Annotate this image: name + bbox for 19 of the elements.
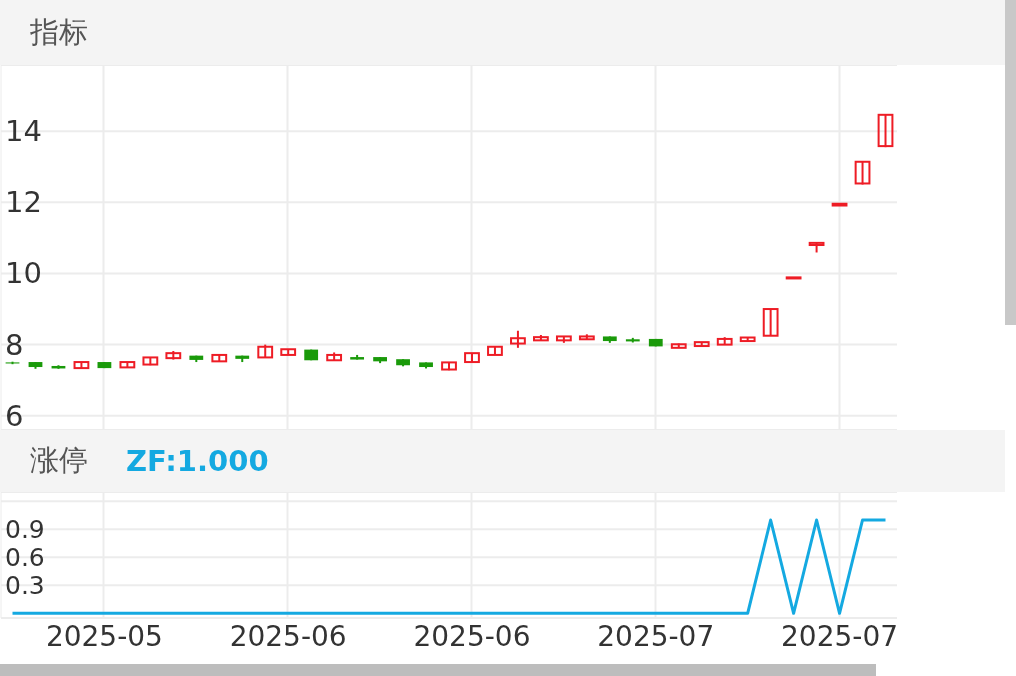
- y-tick-label: 14: [5, 114, 42, 149]
- y-tick-label: 0.3: [5, 570, 45, 600]
- x-tick-label: 2025-05: [45, 619, 163, 653]
- x-tick-label: 2025-07: [781, 619, 899, 653]
- chart-title: 涨停: [30, 442, 88, 479]
- y-tick-label: 6: [5, 398, 24, 433]
- text: ZF:1.000: [126, 444, 269, 478]
- chart-title: 指标: [30, 13, 88, 51]
- x-tick-label: 2025-07: [597, 619, 715, 653]
- y-tick-label: 0.9: [5, 514, 45, 544]
- y-tick-label: 8: [5, 327, 24, 362]
- candlestick: [762, 308, 779, 337]
- y-tick-label: 12: [5, 185, 42, 220]
- x-tick-label: 2025-06: [413, 619, 531, 653]
- candlestick: [877, 113, 894, 149]
- y-tick-label: 10: [5, 256, 42, 291]
- y-tick-label: 0.6: [5, 542, 45, 572]
- x-tick-label: 2025-06: [229, 619, 347, 653]
- candlestick: [854, 160, 871, 186]
